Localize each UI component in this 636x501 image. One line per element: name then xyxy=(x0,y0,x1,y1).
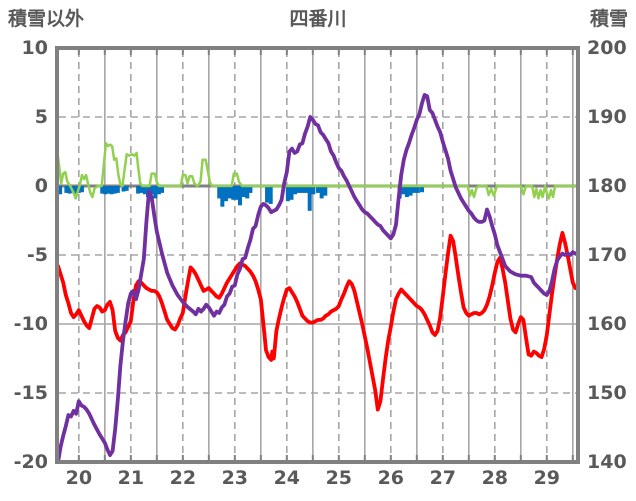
blue-bars xyxy=(248,186,253,193)
blue-bars xyxy=(142,186,147,195)
x-axis-tick: 23 xyxy=(221,467,249,489)
blue-bars xyxy=(408,186,413,196)
blue-bars xyxy=(412,186,417,193)
blue-bars xyxy=(420,186,425,193)
blue-bars xyxy=(231,186,236,200)
blue-bars xyxy=(415,186,420,193)
purple-line xyxy=(56,93,578,464)
blue-bars xyxy=(319,186,324,199)
blue-bars xyxy=(106,186,111,194)
blue-bars xyxy=(115,186,120,193)
left-axis-tick: 0 xyxy=(34,175,48,197)
blue-bars xyxy=(67,186,72,194)
blue-bars xyxy=(103,186,108,195)
blue-bars xyxy=(245,186,250,199)
x-axis-tick: 27 xyxy=(429,467,457,489)
blue-bars xyxy=(100,186,105,194)
x-axis-tick: 24 xyxy=(273,467,301,489)
x-axis-tick: 28 xyxy=(481,467,509,489)
right-axis-title: 積雪 xyxy=(589,8,628,30)
left-axis-title: 積雪以外 xyxy=(8,8,85,30)
blue-bars xyxy=(268,186,273,204)
blue-bars xyxy=(139,186,144,193)
blue-bars xyxy=(227,186,232,199)
blue-bars xyxy=(58,186,63,195)
blue-bars xyxy=(153,186,158,199)
red-line xyxy=(56,230,578,412)
x-axis-tick: 21 xyxy=(117,467,145,489)
blue-bars xyxy=(293,186,298,195)
left-axis-tick: 5 xyxy=(34,106,48,128)
x-axis-tick: 22 xyxy=(169,467,197,489)
blue-bars xyxy=(307,186,312,211)
blue-bars xyxy=(121,186,126,192)
blue-bars xyxy=(401,186,406,195)
blue-bars xyxy=(217,186,222,199)
blue-bars xyxy=(124,186,129,191)
right-axis-tick: 200 xyxy=(587,37,627,59)
right-axis-tick: 140 xyxy=(587,451,627,473)
blue-bars xyxy=(316,186,321,193)
blue-bars xyxy=(323,186,328,196)
x-axis-tick: 20 xyxy=(65,467,93,489)
plot-border xyxy=(55,46,580,464)
blue-bars xyxy=(285,186,290,202)
blue-bars xyxy=(73,186,78,194)
blue-bars xyxy=(241,186,246,198)
blue-bars xyxy=(234,186,239,200)
blue-bars xyxy=(311,186,316,195)
blue-bars xyxy=(404,186,409,198)
right-axis-tick: 160 xyxy=(587,313,627,335)
blue-bars xyxy=(220,186,225,207)
blue-bars xyxy=(156,186,161,195)
blue-bars xyxy=(79,186,84,193)
blue-bars xyxy=(296,186,301,193)
blue-bars xyxy=(136,186,141,194)
blue-bars xyxy=(238,186,243,206)
right-axis-tick: 150 xyxy=(587,382,627,404)
blue-bars xyxy=(112,186,117,194)
left-axis-tick: 10 xyxy=(21,37,48,59)
x-axis-tick: 25 xyxy=(325,467,353,489)
blue-bars xyxy=(223,186,228,202)
right-axis-tick: 190 xyxy=(587,106,627,128)
blue-bars xyxy=(109,186,114,195)
left-axis-tick: -20 xyxy=(13,451,48,473)
blue-bars xyxy=(304,186,309,193)
blue-bars xyxy=(64,186,69,193)
blue-bars xyxy=(300,186,305,193)
right-axis-tick: 170 xyxy=(587,244,627,266)
left-axis-tick: -10 xyxy=(13,313,48,335)
blue-bars xyxy=(265,186,270,203)
chart-title: 四番川 xyxy=(289,8,347,30)
right-axis-tick: 180 xyxy=(587,175,627,197)
blue-bars xyxy=(289,186,294,200)
left-axis-tick: -15 xyxy=(13,382,48,404)
left-axis-tick: -5 xyxy=(26,244,48,266)
green-line xyxy=(56,141,577,200)
blue-bars xyxy=(149,186,154,195)
x-axis-tick: 26 xyxy=(377,467,405,489)
blue-bars xyxy=(160,186,165,193)
x-axis-tick: 29 xyxy=(533,467,561,489)
